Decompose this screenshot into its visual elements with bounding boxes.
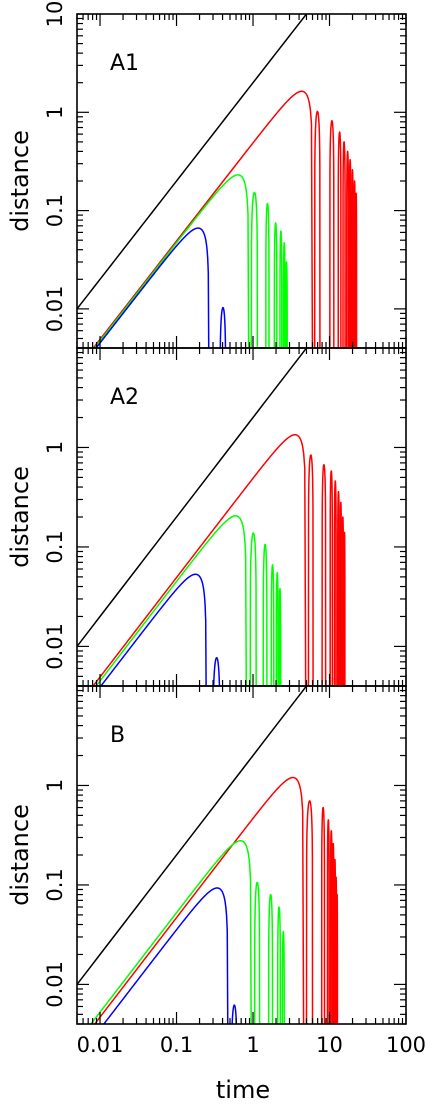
y-tick-label: 1 — [43, 779, 67, 792]
panel-label: A2 — [110, 385, 139, 410]
panel-label: B — [110, 723, 125, 748]
series-group — [77, 686, 339, 1024]
outer-series-line-rebound-3 — [337, 131, 342, 348]
outer-series-line-rebound-5 — [345, 150, 350, 348]
middle-series-line-rebound-3 — [276, 906, 282, 1024]
inner-series-line — [102, 887, 229, 1024]
outer-series-line-rebound-4 — [342, 141, 346, 348]
outer-series-line — [92, 433, 307, 686]
outer-series-line-rebound-1 — [313, 110, 321, 348]
inner-series-line-rebound-1 — [219, 306, 227, 348]
x-tick-label: 0.1 — [160, 1033, 193, 1057]
middle-series-line-rebound-2 — [267, 893, 274, 1024]
middle-series-line-rebound-3 — [270, 564, 275, 686]
middle-series-line-rebound-5 — [278, 587, 282, 686]
outer-series-line-rebound-2 — [321, 464, 327, 686]
y-tick-label: 10 — [43, 1, 67, 28]
y-tick-label: 0.01 — [43, 286, 67, 333]
outer-series-line-rebound-7 — [334, 876, 338, 1024]
middle-series-line-rebound-4 — [281, 930, 285, 1024]
outer-series-line-rebound-7 — [341, 516, 345, 686]
middle-series-line-rebound-2 — [265, 202, 270, 348]
outer-series-line-rebound-8 — [343, 531, 346, 686]
y-axis-label: distance — [6, 466, 34, 568]
middle-series-line-rebound-6 — [285, 261, 288, 348]
middle-series-line-rebound-1 — [253, 881, 261, 1024]
outer-series-line — [93, 776, 305, 1024]
middle-series-line-rebound-1 — [250, 191, 259, 348]
panel-a2: 1 0.1 0.01 distance A2 — [6, 347, 407, 687]
x-tick-label: 1 — [246, 1033, 259, 1057]
outer-series-line-rebound-6 — [348, 158, 352, 348]
outer-series-line-rebound-3 — [326, 819, 330, 1024]
outer-series-line-rebound-2 — [320, 806, 326, 1024]
middle-series-line — [93, 174, 250, 348]
y-tick-label: 1 — [43, 441, 67, 454]
outer-series-line-rebound-8 — [353, 180, 356, 348]
outer-series-line-rebound-2 — [329, 120, 335, 348]
x-tick-label: 0.01 — [77, 1033, 124, 1057]
outer-series-line-rebound-8 — [336, 893, 339, 1024]
middle-series-line-rebound-2 — [262, 543, 268, 686]
panel-b: 1 0.1 0.01 distance B — [6, 685, 407, 1025]
x-axis-label: time — [216, 1076, 270, 1104]
middle-series-line-rebound-4 — [275, 572, 279, 686]
middle-series-line — [95, 515, 248, 686]
x-tick-label: 100 — [386, 1033, 426, 1057]
outer-series-line-rebound-1 — [307, 454, 314, 686]
panel-label: A1 — [110, 51, 139, 76]
y-tick-label: 0.01 — [43, 623, 67, 670]
outer-series-line-rebound-7 — [351, 169, 354, 348]
plot-frame — [76, 685, 407, 1025]
panels-layer: 1010.10.01distanceA110.10.01distanceA210… — [6, 1, 426, 1057]
series-group — [77, 14, 358, 348]
reference-series-line — [77, 686, 308, 986]
y-tick-label: 0.1 — [43, 194, 67, 227]
inner-series-line-rebound-1 — [231, 1004, 238, 1024]
panel-a1: 10 1 0.1 0.01 distance A1 — [6, 1, 407, 349]
outer-series-line-rebound-6 — [339, 501, 343, 686]
middle-series-line-rebound-4 — [279, 230, 283, 348]
outer-series-line-rebound-5 — [336, 490, 340, 686]
y-tick-label: 0.01 — [43, 961, 67, 1008]
outer-series-line-rebound-6 — [333, 858, 337, 1024]
outer-series-line-rebound-4 — [329, 830, 333, 1024]
middle-series-line — [89, 839, 252, 1024]
outer-series-line-rebound-9 — [354, 192, 358, 348]
outer-series-line-rebound-5 — [331, 842, 335, 1024]
inner-series-line — [99, 573, 207, 686]
reference-series-line — [77, 14, 308, 310]
y-axis-label: distance — [6, 130, 34, 232]
outer-series-line-rebound-4 — [333, 480, 337, 686]
x-tick-label: 10 — [316, 1033, 343, 1057]
inner-series-line-rebound-1 — [212, 656, 221, 686]
y-axis-label: distance — [6, 804, 34, 906]
outer-series-line-rebound-3 — [329, 470, 334, 686]
outer-series-line-rebound-1 — [305, 800, 314, 1024]
y-tick-label: 0.1 — [43, 868, 67, 901]
y-tick-label: 0.1 — [43, 530, 67, 563]
middle-series-line-rebound-5 — [282, 242, 286, 348]
middle-series-line-rebound-3 — [273, 222, 278, 348]
reference-series-line — [77, 348, 308, 648]
y-tick-label: 1 — [43, 106, 67, 119]
series-group — [77, 348, 346, 686]
middle-series-line-rebound-1 — [249, 532, 257, 686]
outer-series-line — [92, 90, 314, 348]
inner-series-line — [95, 227, 210, 348]
